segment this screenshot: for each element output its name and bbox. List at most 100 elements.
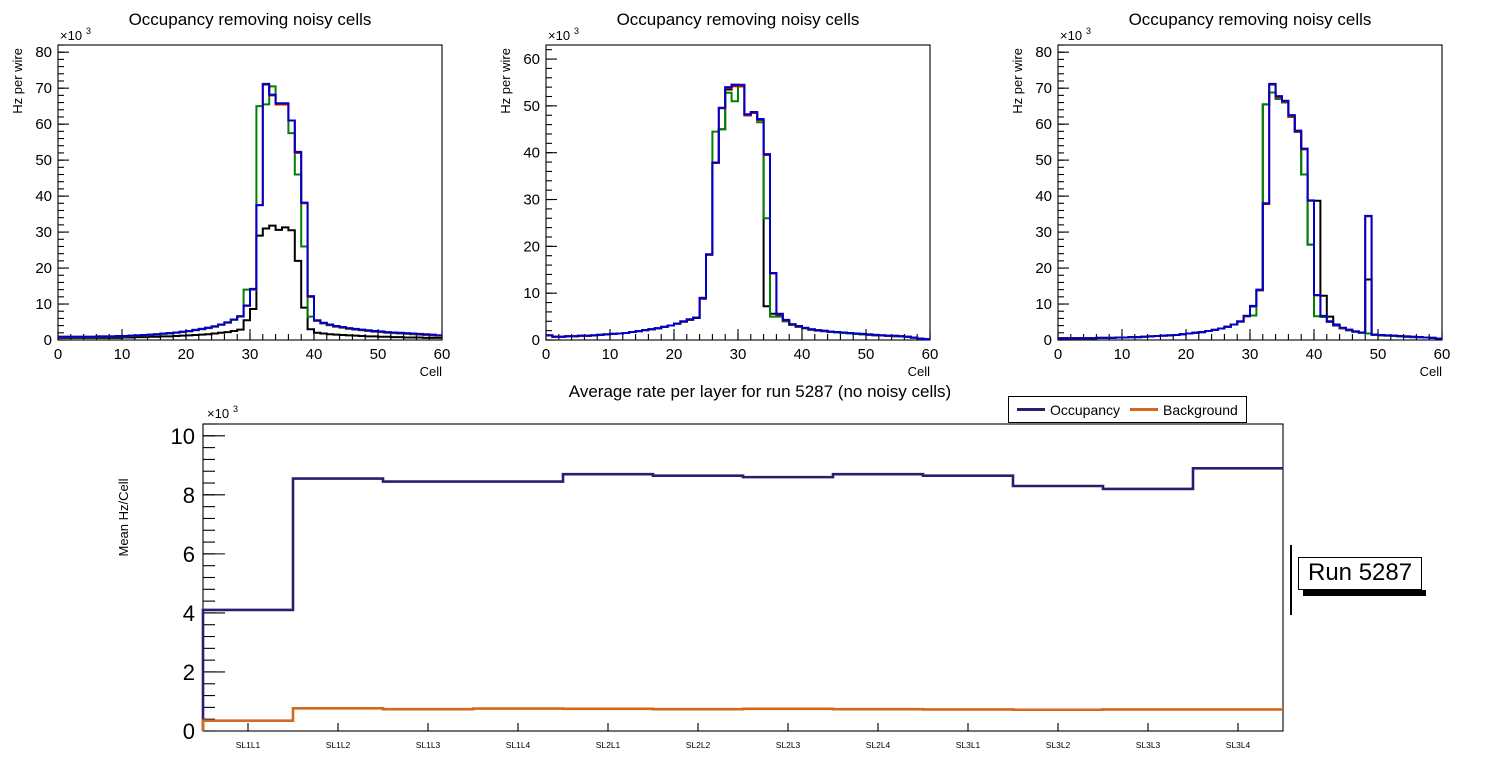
histogram-series-red	[546, 85, 930, 341]
x-tick-label: 60	[434, 346, 451, 363]
y-tick-label: 50	[35, 152, 52, 169]
x-tick-label: SL1L2	[326, 740, 351, 750]
run-box: Run 5287	[1298, 557, 1427, 597]
y-tick-label: 0	[44, 332, 52, 349]
y-axis-title: Mean Hz/Cell	[116, 478, 131, 556]
chart-title: Occupancy removing noisy cells	[617, 10, 860, 29]
run-box-label: Run 5287	[1298, 557, 1423, 591]
x-tick-label: 40	[794, 346, 811, 363]
legend-item-background: Background	[1130, 402, 1238, 418]
legend-item-occupancy: Occupancy	[1017, 402, 1120, 418]
legend-swatch-occupancy	[1017, 408, 1045, 411]
legend-label-occupancy: Occupancy	[1050, 401, 1121, 418]
y-tick-label: 20	[523, 238, 540, 255]
histogram-series-green	[1058, 91, 1442, 340]
x-axis-title: Cell	[420, 364, 443, 379]
y-tick-label: 20	[1035, 260, 1052, 277]
histogram-series-black	[546, 83, 930, 341]
chart-panel-average-rate: Average rate per layer for run 5287 (no …	[0, 378, 1496, 772]
plot-frame	[1057, 44, 1443, 341]
y-tick-label: 60	[1035, 116, 1052, 133]
histogram-series-red	[1058, 83, 1442, 340]
y-tick-label: 30	[523, 192, 540, 209]
y-tick-label: 50	[523, 98, 540, 115]
y-tick-label: 50	[1035, 152, 1052, 169]
y-tick-label: 60	[35, 116, 52, 133]
y-tick-label: 2	[183, 660, 195, 685]
x-tick-label: 60	[1434, 346, 1451, 363]
x-tick-label: 30	[1242, 346, 1259, 363]
x-tick-label: 10	[114, 346, 131, 363]
x-tick-label: 10	[602, 346, 619, 363]
x-tick-label: SL2L1	[596, 740, 621, 750]
chart-svg-sl3: Occupancy removing noisy cells×10 3010203…	[1010, 10, 1451, 379]
x-tick-label: 60	[922, 346, 939, 363]
histogram-series-blue	[1058, 82, 1442, 340]
svg-text:×10: ×10	[548, 28, 570, 43]
y-tick-label: 70	[35, 80, 52, 97]
x-axis-title: Cell	[908, 364, 931, 379]
y-tick-label: 30	[35, 224, 52, 241]
svg-text:3: 3	[574, 26, 579, 36]
y-tick-label: 40	[1035, 188, 1052, 205]
histogram-series-blue	[58, 82, 442, 338]
x-tick-label: 0	[54, 346, 62, 363]
y-tick-label: 40	[523, 145, 540, 162]
y-tick-label: 60	[523, 51, 540, 68]
legend: Occupancy Background	[1008, 396, 1247, 423]
plot-frame	[202, 423, 1284, 732]
y-tick-label: 10	[1035, 296, 1052, 313]
y-tick-label: 8	[183, 483, 195, 508]
x-tick-label: SL1L4	[506, 740, 531, 750]
svg-text:3: 3	[1086, 26, 1091, 36]
y-axis-multiplier: ×10 3	[548, 26, 579, 43]
y-tick-label: 30	[1035, 224, 1052, 241]
chart-panel-occupancy-sl2: Occupancy removing noisy cells ×10 3 0 10 20 3…	[488, 0, 958, 379]
x-tick-label: 0	[542, 346, 550, 363]
svg-text:×10: ×10	[207, 406, 229, 421]
chart-panel-occupancy-sl1: Occupancy removing noisy cells ×10 3 0 10 20 3…	[0, 0, 470, 379]
y-tick-label: 0	[183, 719, 195, 744]
chart-svg-sl2: Occupancy removing noisy cells×10 3010203…	[498, 10, 939, 379]
series-occupancy	[201, 466, 1283, 731]
run-box-shadow	[1303, 590, 1427, 597]
x-tick-label: 50	[370, 346, 387, 363]
x-tick-label: SL3L1	[956, 740, 981, 750]
histogram-series-black	[1058, 91, 1442, 340]
x-tick-label: SL1L1	[236, 740, 261, 750]
chart-title: Average rate per layer for run 5287 (no …	[569, 382, 951, 401]
x-tick-label: SL1L3	[416, 740, 441, 750]
legend-label-background: Background	[1163, 401, 1238, 418]
series-background	[201, 706, 1283, 731]
x-tick-label: SL3L4	[1226, 740, 1251, 750]
y-axis-multiplier: ×10 3	[60, 26, 91, 43]
x-tick-label: 20	[178, 346, 195, 363]
x-tick-label: 50	[858, 346, 875, 363]
y-axis-title: Hz per wire	[1010, 48, 1025, 114]
y-tick-label: 10	[171, 424, 195, 449]
histogram-series-blue	[546, 83, 930, 341]
y-tick-label: 70	[1035, 80, 1052, 97]
y-tick-label: 0	[532, 332, 540, 349]
svg-text:3: 3	[86, 26, 91, 36]
x-tick-label: 0	[1054, 346, 1062, 363]
x-tick-label: 40	[306, 346, 323, 363]
x-tick-label: 50	[1370, 346, 1387, 363]
x-tick-label: SL2L3	[776, 740, 801, 750]
y-axis-title: Hz per wire	[498, 48, 513, 114]
svg-text:3: 3	[233, 404, 238, 414]
y-tick-label: 6	[183, 542, 195, 567]
histogram-series-green	[546, 85, 930, 341]
chart-svg-sl1: Occupancy removing noisy cells ×10 3 0 10 20 3…	[10, 10, 451, 379]
y-tick-label: 40	[35, 188, 52, 205]
x-axis-title: Cell	[1420, 364, 1443, 379]
x-tick-label: SL3L2	[1046, 740, 1071, 750]
x-tick-label: 10	[1114, 346, 1131, 363]
y-tick-label: 80	[1035, 44, 1052, 61]
x-tick-label: 40	[1306, 346, 1323, 363]
x-tick-label: 30	[242, 346, 259, 363]
x-tick-label: 20	[1178, 346, 1195, 363]
histogram-series-black	[58, 224, 442, 339]
y-tick-label: 20	[35, 260, 52, 277]
chart-title: Occupancy removing noisy cells	[129, 10, 372, 29]
